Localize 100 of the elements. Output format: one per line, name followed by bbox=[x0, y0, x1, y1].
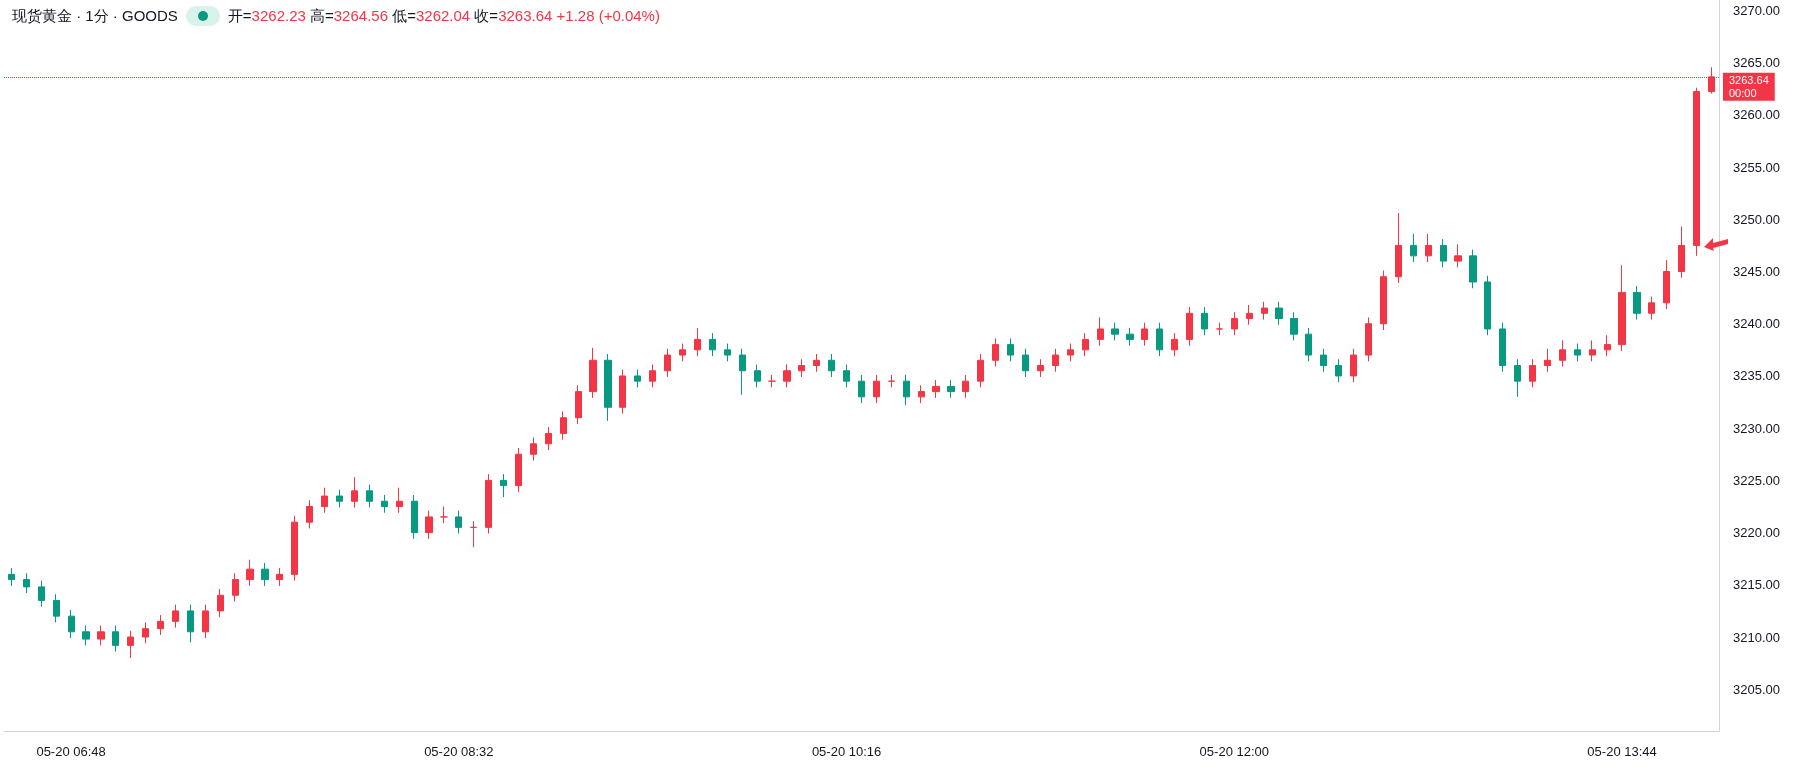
candlestick bbox=[575, 384, 582, 425]
candlestick bbox=[918, 384, 925, 404]
candlestick bbox=[1216, 322, 1223, 336]
candlestick bbox=[754, 363, 761, 388]
candlestick bbox=[1544, 348, 1551, 373]
candlestick bbox=[798, 358, 805, 378]
candlestick bbox=[82, 625, 90, 646]
chart-title: 现货黄金 · 1分 · GOODS bbox=[12, 6, 178, 26]
candlestick bbox=[1350, 348, 1357, 383]
x-tick-label: 05-20 12:00 bbox=[1199, 744, 1270, 759]
candlestick bbox=[888, 374, 895, 388]
candlestick bbox=[157, 614, 164, 636]
candlestick bbox=[1186, 306, 1193, 347]
candlestick bbox=[664, 348, 671, 378]
candlestick bbox=[68, 609, 75, 639]
candlestick bbox=[858, 374, 865, 404]
candlestick bbox=[1141, 322, 1148, 347]
candlestick bbox=[1082, 332, 1089, 357]
candlestick bbox=[1514, 358, 1521, 398]
candlestick bbox=[1305, 327, 1312, 362]
x-tick-label: 05-20 06:48 bbox=[36, 744, 106, 759]
candlestick bbox=[545, 426, 552, 451]
candlestick bbox=[679, 343, 686, 362]
x-tick-label: 05-20 13:44 bbox=[1587, 744, 1657, 759]
candlestick bbox=[1469, 249, 1477, 289]
text: 00:00 bbox=[1729, 87, 1757, 100]
candlestick bbox=[932, 379, 940, 399]
candlestick bbox=[1559, 339, 1566, 368]
candlestick bbox=[127, 630, 134, 659]
candlestick bbox=[604, 353, 612, 422]
y-tick-label: 3260.00 bbox=[1733, 107, 1780, 123]
candlestick bbox=[1052, 348, 1059, 373]
candlestick bbox=[843, 363, 850, 388]
candlestick bbox=[500, 473, 507, 498]
candlestick bbox=[1335, 358, 1342, 383]
y-tick-label: 3240.00 bbox=[1733, 316, 1780, 332]
candlestick bbox=[1067, 343, 1074, 362]
y-tick-label: 3215.00 bbox=[1733, 577, 1780, 593]
y-tick-label: 3245.00 bbox=[1733, 264, 1780, 280]
y-tick-label: 3270.00 bbox=[1733, 2, 1780, 18]
candlestick bbox=[619, 369, 626, 415]
y-tick-label: 3220.00 bbox=[1733, 525, 1780, 541]
candlestick bbox=[53, 593, 60, 623]
candlestick bbox=[246, 559, 254, 587]
candlestick bbox=[1246, 304, 1253, 326]
candlestick bbox=[1454, 243, 1462, 268]
ref-line-label: 3263.64 bbox=[1729, 74, 1769, 87]
candlestick bbox=[1663, 259, 1670, 310]
candlestick bbox=[1574, 343, 1581, 362]
candlestick bbox=[694, 327, 701, 357]
candlestick bbox=[202, 604, 209, 639]
candlestick bbox=[1529, 358, 1536, 388]
candlestick bbox=[366, 484, 373, 509]
candlestick bbox=[1171, 332, 1178, 357]
candlestick bbox=[1275, 301, 1283, 326]
text: 开=3262.23 高=3264.56 低=3262.04 收=3263.64 +1.28 (+0.04%) bbox=[227, 6, 660, 24]
candlestick bbox=[828, 353, 835, 378]
candlestick bbox=[783, 363, 791, 388]
candlestick bbox=[396, 487, 403, 514]
candlestick bbox=[903, 374, 910, 406]
y-tick-label: 3230.00 bbox=[1733, 420, 1780, 436]
candlestick bbox=[739, 348, 746, 396]
candlestick bbox=[381, 494, 388, 514]
candlestick bbox=[1678, 226, 1685, 279]
candlestick bbox=[1007, 337, 1014, 362]
candlestick bbox=[1201, 306, 1208, 336]
candlestick bbox=[97, 625, 105, 646]
y-tick-label: 3255.00 bbox=[1733, 159, 1780, 175]
candlestick bbox=[1499, 322, 1506, 373]
candlestick bbox=[1037, 358, 1044, 378]
y-tick-label: 3250.00 bbox=[1733, 211, 1780, 227]
candlestick bbox=[455, 510, 462, 535]
candlestick bbox=[1425, 233, 1432, 263]
y-tick-label: 3235.00 bbox=[1733, 368, 1780, 384]
candlestick bbox=[23, 572, 30, 594]
candlestick bbox=[1261, 301, 1268, 321]
candlestick bbox=[172, 604, 179, 629]
candlestick bbox=[1126, 327, 1134, 347]
candlestick bbox=[724, 343, 731, 362]
candlestick bbox=[1156, 322, 1163, 357]
candlestick bbox=[425, 510, 433, 540]
candlestick bbox=[634, 369, 641, 388]
candlestick bbox=[768, 374, 776, 388]
candlestick bbox=[1589, 339, 1596, 362]
candlestick bbox=[1231, 311, 1238, 336]
candlestick bbox=[142, 621, 149, 644]
candlestick bbox=[232, 572, 239, 603]
candlestick bbox=[1395, 212, 1402, 284]
candlestick bbox=[1693, 87, 1700, 257]
candlestick bbox=[1380, 269, 1387, 331]
candlestick bbox=[589, 347, 597, 399]
candlestick bbox=[351, 476, 358, 509]
candlestick bbox=[1484, 275, 1491, 336]
candlestick bbox=[217, 588, 224, 618]
candlestick bbox=[411, 494, 418, 540]
candlestick bbox=[873, 374, 880, 404]
candlestick bbox=[947, 379, 955, 399]
y-tick-label: 3205.00 bbox=[1733, 681, 1780, 697]
candlestick bbox=[1604, 334, 1611, 357]
candlestick bbox=[1290, 311, 1298, 341]
